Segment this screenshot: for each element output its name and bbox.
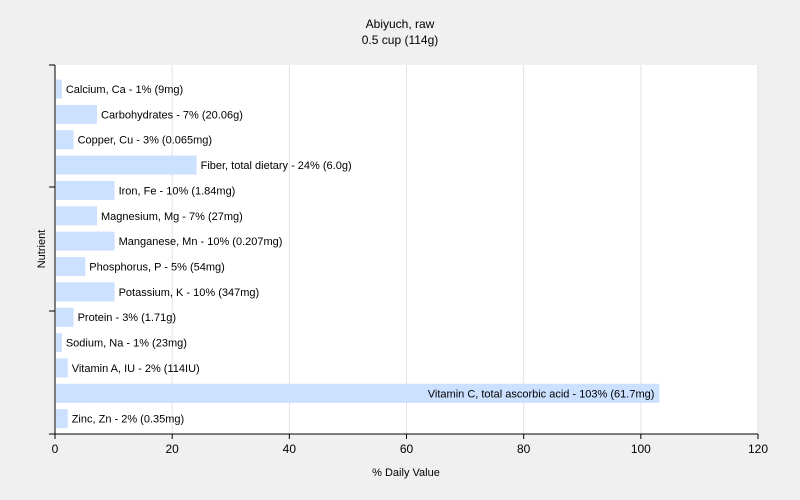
bar [56,257,86,276]
x-tick-label: 40 [283,442,297,456]
chart-title: Abiyuch, raw [366,17,435,31]
bar [56,206,98,226]
bar [56,79,62,99]
bar [56,130,74,150]
x-tick-label: 100 [631,442,651,456]
bar-label: Vitamin A, IU - 2% (114IU) [72,363,200,375]
bar-label: Calcium, Ca - 1% (9mg) [66,84,183,96]
bar-label: Protein - 3% (1.71g) [78,312,176,324]
chart-subtitle: 0.5 cup (114g) [362,33,439,47]
bar [56,104,98,124]
bar-label: Magnesium, Mg - 7% (27mg) [101,211,243,223]
bar-label: Phosphorus, P - 5% (54mg) [89,262,225,274]
x-tick-label: 80 [517,442,531,456]
grid-lines [171,65,759,434]
bar [56,155,197,175]
bar-label: Sodium, Na - 1% (23mg) [66,338,187,350]
y-axis-label: Nutrient [36,230,48,269]
bar [56,409,68,429]
bar-label: Carbohydrates - 7% (20.06g) [101,109,243,121]
bar [56,333,62,353]
x-tick-label: 0 [52,442,59,456]
axes [49,64,759,439]
bar-label: Copper, Cu - 3% (0.065mg) [78,135,213,147]
bar-label: Vitamin C, total ascorbic acid - 103% (6… [428,388,655,400]
x-tick-label: 20 [165,442,179,456]
bar [56,180,115,200]
x-tick-labels: 0 20 40 60 80 100 120 [52,442,769,456]
x-tick-label: 60 [400,442,414,456]
x-tick-label: 120 [748,442,768,456]
bar-label: Fiber, total dietary - 24% (6.0g) [201,160,352,172]
bars-group [56,79,660,429]
bar [56,358,68,378]
bar-label: Zinc, Zn - 2% (0.35mg) [72,414,184,426]
bar [56,383,660,403]
bar [56,231,115,251]
bar [56,282,115,302]
bar [56,307,74,327]
bar-label: Manganese, Mn - 10% (0.207mg) [119,236,283,248]
bar-label: Potassium, K - 10% (347mg) [119,287,260,299]
bar-label: Iron, Fe - 10% (1.84mg) [119,185,236,197]
bar-labels-group: Calcium, Ca - 1% (9mg) Carbohydrates - 7%… [66,84,655,426]
x-axis-label: % Daily Value [372,467,440,479]
